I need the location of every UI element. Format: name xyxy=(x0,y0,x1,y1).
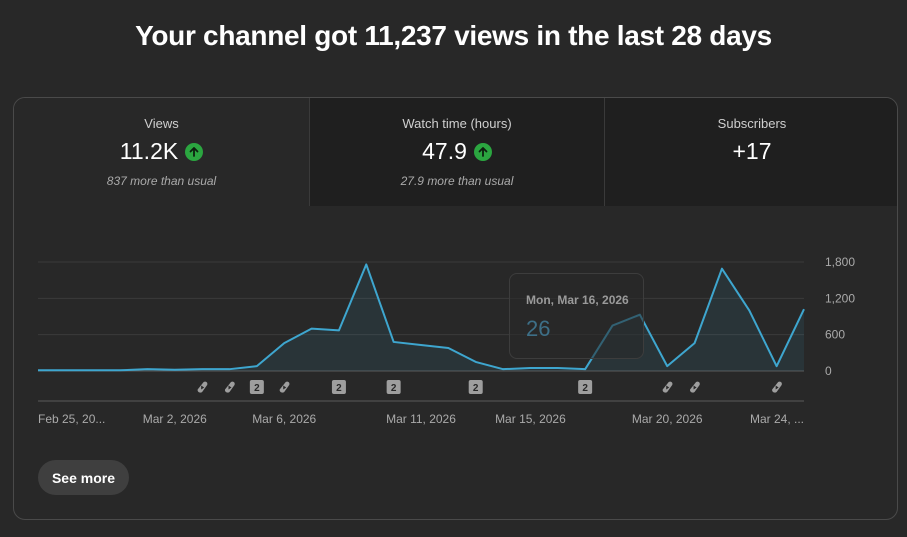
upload-count-label: 2 xyxy=(391,383,397,394)
data-point[interactable] xyxy=(254,363,260,369)
shorts-icon[interactable] xyxy=(197,381,208,393)
views-area xyxy=(38,264,804,371)
upload-count-label: 2 xyxy=(473,383,479,394)
analytics-card: Views 11.2K 837 more than usual Watch ti… xyxy=(13,97,898,520)
y-tick-label: 0 xyxy=(825,364,832,378)
data-point[interactable] xyxy=(336,327,342,333)
upload-count-badge[interactable] xyxy=(578,380,593,394)
shorts-icon[interactable] xyxy=(772,381,782,393)
x-tick-label: Feb 25, 20... xyxy=(38,412,105,426)
upload-count-badge[interactable] xyxy=(386,380,401,394)
upload-count-badge[interactable] xyxy=(331,380,346,394)
shorts-icon[interactable] xyxy=(279,381,290,393)
data-point[interactable] xyxy=(281,340,287,346)
data-point[interactable] xyxy=(117,367,123,373)
tab-value: +17 xyxy=(732,138,772,164)
tab-comparison: 27.9 more than usual xyxy=(400,174,514,188)
data-point[interactable] xyxy=(664,363,670,369)
tooltip-date: Mon, Mar 16, 2026 xyxy=(526,293,629,307)
metric-tabs: Views 11.2K 837 more than usual Watch ti… xyxy=(14,98,897,206)
data-point[interactable] xyxy=(801,306,807,312)
tab-label: Watch time (hours) xyxy=(402,116,512,131)
data-point[interactable] xyxy=(363,261,369,267)
upload-count-badge[interactable] xyxy=(468,380,483,394)
data-point[interactable] xyxy=(199,366,205,372)
see-more-button[interactable]: See more xyxy=(38,460,129,495)
data-point[interactable] xyxy=(227,366,233,372)
data-point[interactable] xyxy=(418,342,424,348)
x-tick-label: Mar 2, 2026 xyxy=(143,412,207,426)
page-title: Your channel got 11,237 views in the las… xyxy=(135,20,772,51)
tab-value: 11.2K xyxy=(119,138,179,164)
tab-label: Subscribers xyxy=(717,116,787,131)
tab-value: 47.9 xyxy=(422,138,467,164)
data-point[interactable] xyxy=(90,367,96,373)
y-tick-label: 1,200 xyxy=(825,291,855,305)
y-tick-label: 1,800 xyxy=(825,255,855,269)
x-tick-label: Mar 24, ... xyxy=(750,412,804,426)
tab-value-row: 11.2K xyxy=(14,138,309,165)
data-point[interactable] xyxy=(527,365,533,371)
tab-comparison: 837 more than usual xyxy=(106,174,217,188)
shorts-icon[interactable] xyxy=(662,381,673,393)
shorts-icon[interactable] xyxy=(690,381,700,393)
upload-count-label: 2 xyxy=(254,383,260,394)
data-point[interactable] xyxy=(719,266,725,272)
chart-tooltip: Mon, Mar 16, 2026 26 xyxy=(509,273,644,359)
upload-count-label: 2 xyxy=(336,383,342,394)
data-point[interactable] xyxy=(500,366,506,372)
tab-subscribers[interactable]: Subscribers +17 xyxy=(604,98,897,206)
data-point[interactable] xyxy=(746,307,752,313)
data-point[interactable] xyxy=(582,366,588,372)
tab-value-row: 47.9 xyxy=(310,138,604,165)
data-point[interactable] xyxy=(35,367,41,373)
data-point[interactable] xyxy=(555,365,561,371)
shorts-icon[interactable] xyxy=(224,381,235,393)
tooltip-value: 26 xyxy=(526,316,551,341)
x-tick-label: Mar 11, 2026 xyxy=(386,412,456,426)
trend-up-icon xyxy=(185,142,204,161)
trend-up-icon xyxy=(473,142,492,161)
upload-count-badge[interactable] xyxy=(249,380,264,394)
y-tick-label: 600 xyxy=(825,328,845,342)
upload-count-label: 2 xyxy=(582,383,588,394)
data-point[interactable] xyxy=(144,366,150,372)
data-point[interactable] xyxy=(309,326,315,332)
x-tick-label: Mar 15, 2026 xyxy=(495,412,566,426)
data-point[interactable] xyxy=(445,345,451,351)
views-line xyxy=(38,263,805,372)
tab-views[interactable]: Views 11.2K 837 more than usual xyxy=(14,98,309,206)
x-tick-label: Mar 6, 2026 xyxy=(252,412,316,426)
tab-label: Views xyxy=(144,116,179,131)
data-point[interactable] xyxy=(774,363,780,369)
x-tick-label: Mar 20, 2026 xyxy=(632,412,703,426)
data-point[interactable] xyxy=(692,340,698,346)
tab-watch-time[interactable]: Watch time (hours) 47.9 27.9 more than u… xyxy=(309,98,604,206)
data-point[interactable] xyxy=(62,367,68,373)
data-point[interactable] xyxy=(473,359,479,365)
tab-value-row: +17 xyxy=(605,138,897,165)
data-point[interactable] xyxy=(391,339,397,345)
data-point[interactable] xyxy=(172,367,178,373)
